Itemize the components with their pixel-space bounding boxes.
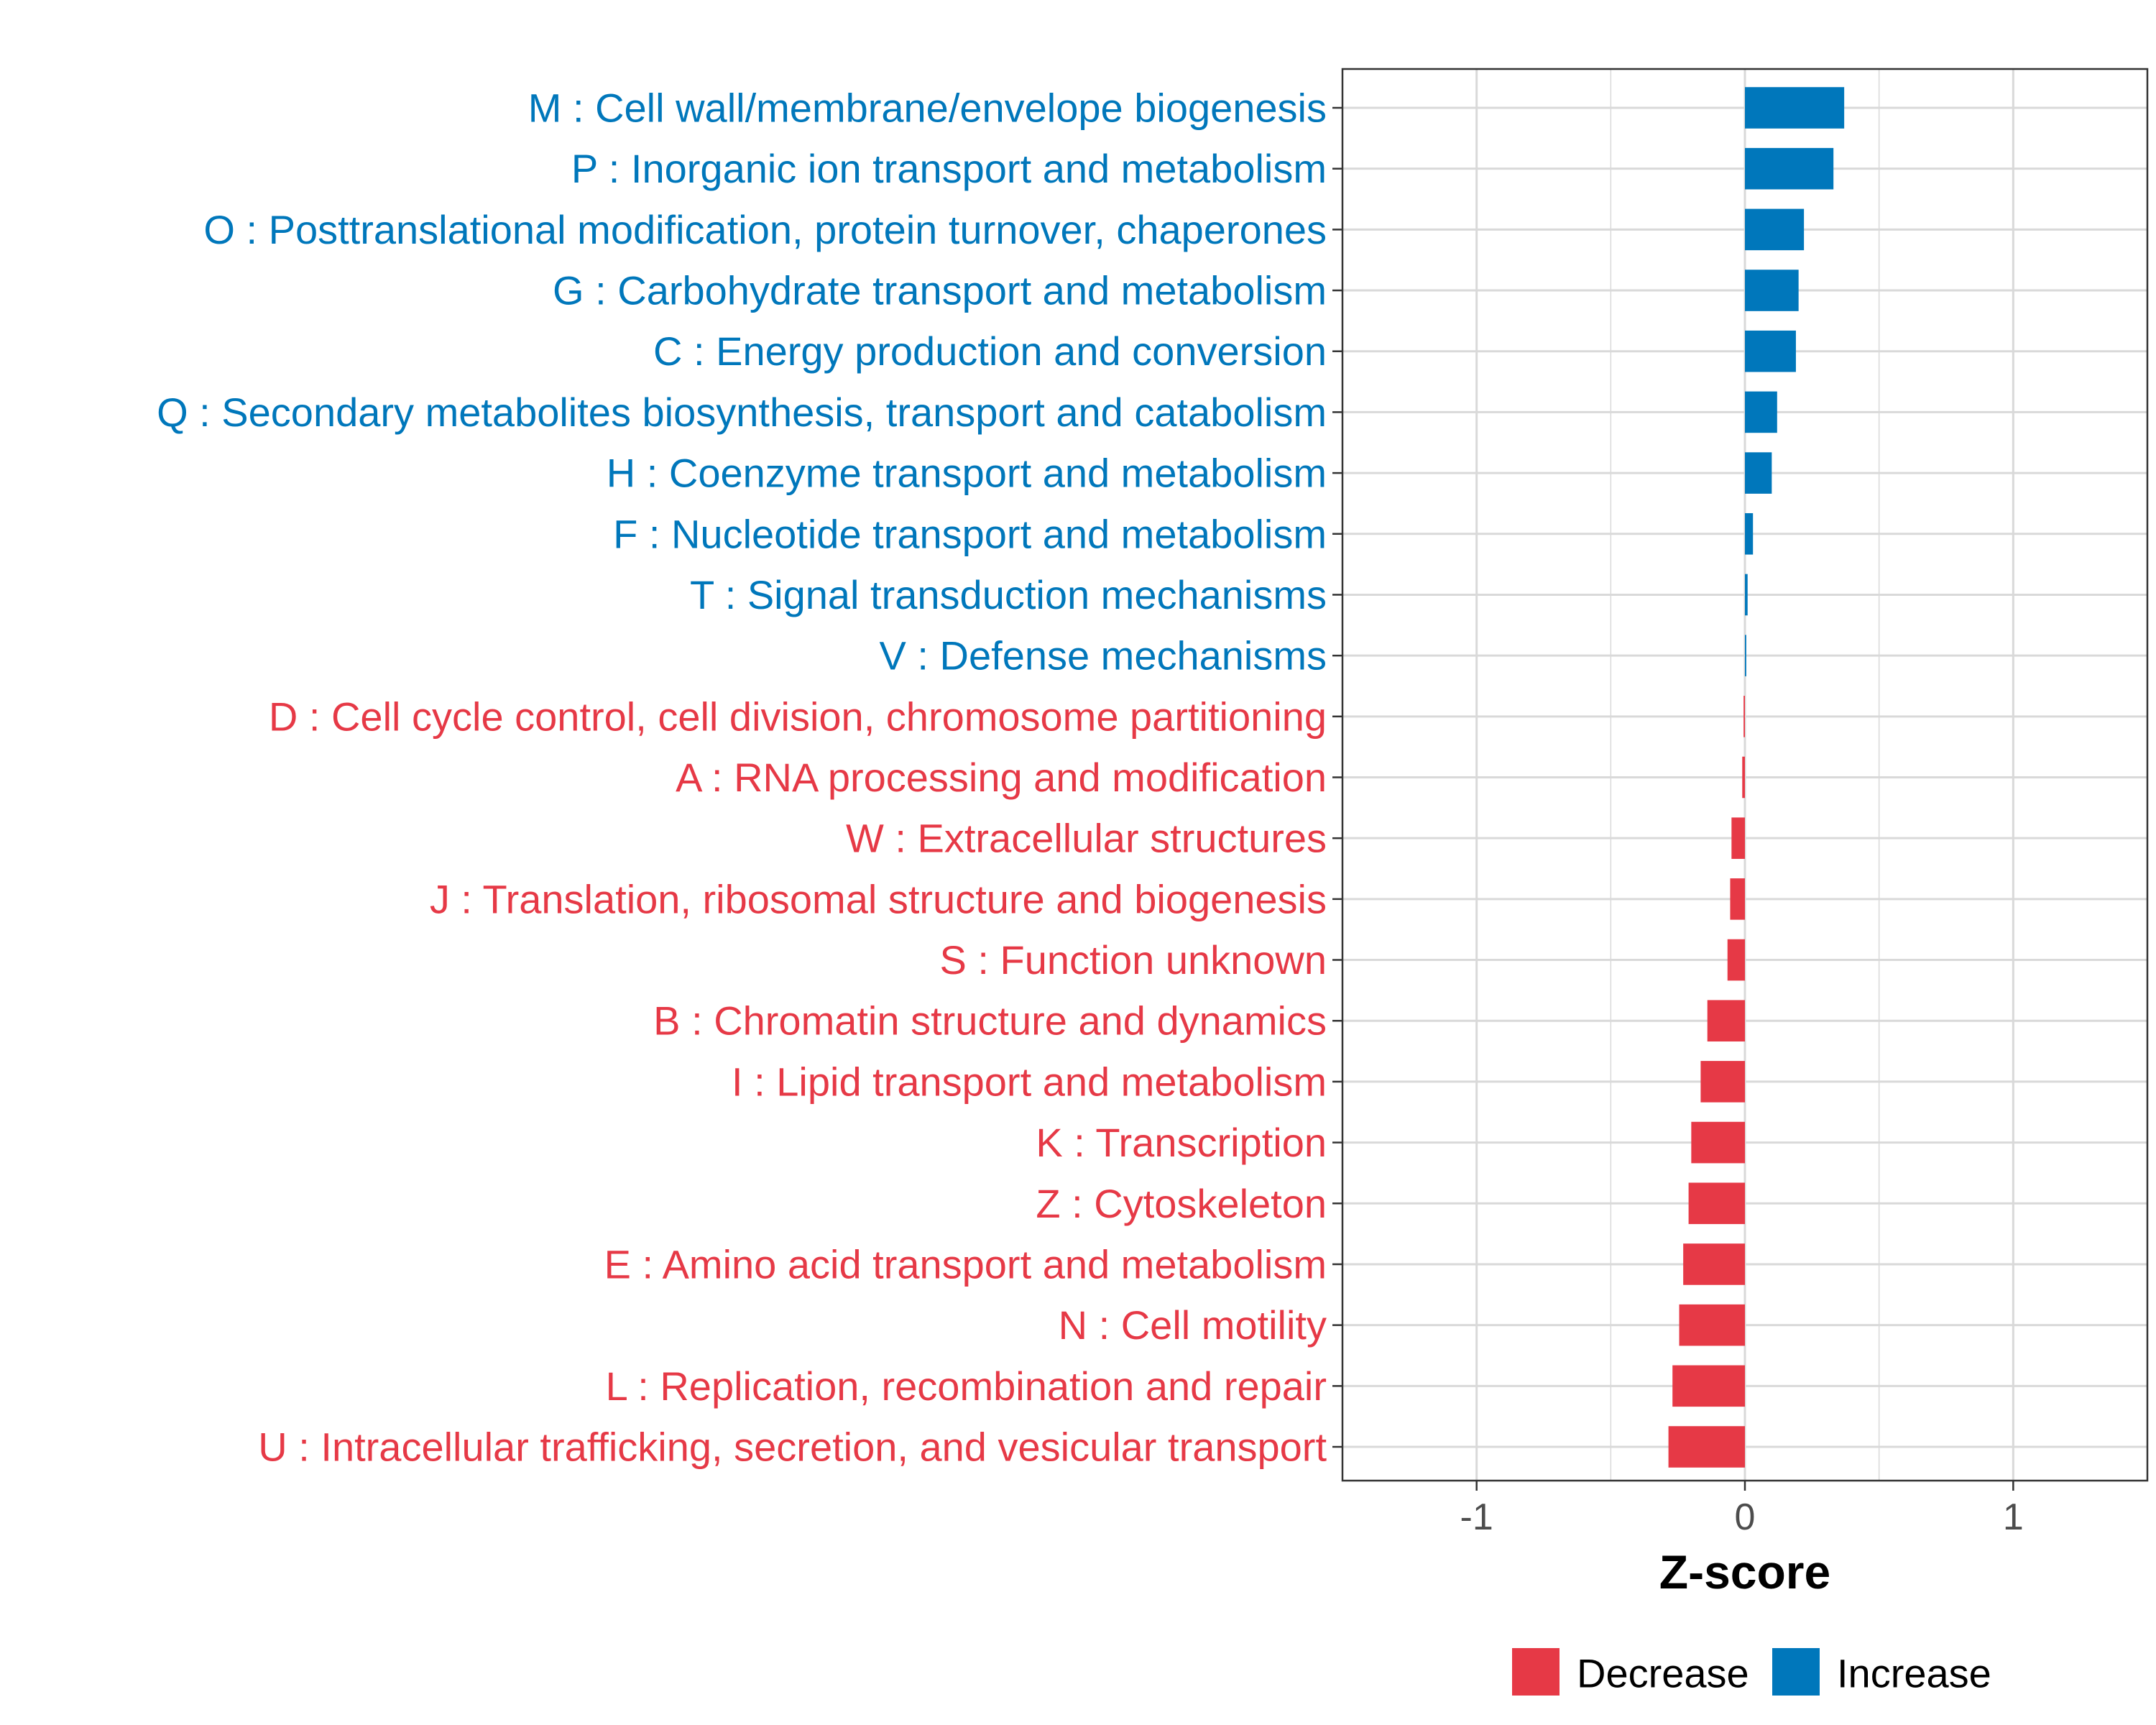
legend: Decrease Increase <box>1512 1648 1991 1696</box>
category-label: S : Function unknown <box>939 937 1327 983</box>
category-label: N : Cell motility <box>1059 1302 1327 1348</box>
y-axis-labels: M : Cell wall/membrane/envelope biogenes… <box>157 86 1327 1470</box>
legend-label-decrease: Decrease <box>1577 1651 1749 1696</box>
bar <box>1730 878 1745 920</box>
bar <box>1700 1061 1745 1103</box>
bar <box>1688 1182 1745 1225</box>
bar <box>1745 208 1805 251</box>
bar <box>1742 756 1745 799</box>
category-label: L : Replication, recombination and repai… <box>606 1363 1327 1409</box>
x-axis: -1 0 1 <box>1460 1481 2024 1538</box>
bar <box>1745 330 1796 372</box>
bar <box>1745 87 1845 129</box>
bar <box>1691 1121 1745 1164</box>
category-label: B : Chromatin structure and dynamics <box>653 998 1327 1044</box>
legend-swatch-increase <box>1772 1648 1820 1696</box>
bar <box>1727 939 1745 981</box>
category-label: C : Energy production and conversion <box>653 328 1327 374</box>
bar <box>1745 270 1799 311</box>
category-label: U : Intracellular trafficking, secretion… <box>258 1425 1327 1470</box>
bar <box>1731 817 1745 859</box>
category-label: W : Extracellular structures <box>846 816 1327 861</box>
bar <box>1743 696 1745 737</box>
bar <box>1745 452 1772 494</box>
x-tick-label: 0 <box>1735 1496 1756 1538</box>
bar <box>1745 635 1746 676</box>
category-label: H : Coenzyme transport and metabolism <box>607 451 1327 496</box>
category-label: A : RNA processing and modification <box>676 755 1327 800</box>
category-label: J : Translation, ribosomal structure and… <box>430 876 1327 921</box>
y-axis-ticks <box>1332 106 1342 1448</box>
bar <box>1745 391 1777 433</box>
category-label: E : Amino acid transport and metabolism <box>604 1241 1327 1287</box>
category-label: P : Inorganic ion transport and metaboli… <box>571 146 1327 191</box>
bar <box>1745 147 1834 190</box>
x-tick-label: -1 <box>1460 1496 1493 1538</box>
category-label: V : Defense mechanisms <box>880 633 1327 678</box>
category-label: I : Lipid transport and metabolism <box>732 1059 1327 1104</box>
legend-label-increase: Increase <box>1837 1651 1991 1696</box>
category-label: T : Signal transduction mechanisms <box>690 572 1327 617</box>
bar-layer <box>1668 87 1845 1468</box>
x-tick-label: 1 <box>2003 1496 2024 1538</box>
bar <box>1707 1000 1745 1042</box>
bar <box>1745 574 1748 616</box>
bar <box>1668 1426 1745 1468</box>
category-label: M : Cell wall/membrane/envelope biogenes… <box>528 86 1327 131</box>
category-label: F : Nucleotide transport and metabolism <box>613 511 1327 556</box>
bar <box>1683 1243 1745 1285</box>
bar <box>1745 512 1754 555</box>
legend-swatch-decrease <box>1512 1648 1560 1696</box>
category-label: K : Transcription <box>1036 1120 1327 1165</box>
category-label: O : Posttranslational modification, prot… <box>203 207 1327 252</box>
category-label: G : Carbohydrate transport and metabolis… <box>553 268 1327 313</box>
bar <box>1672 1365 1745 1407</box>
category-label: D : Cell cycle control, cell division, c… <box>269 694 1327 739</box>
bar <box>1679 1304 1745 1346</box>
category-label: Z : Cytoskeleton <box>1036 1181 1327 1226</box>
x-axis-title: Z-score <box>1659 1545 1830 1598</box>
category-label: Q : Secondary metabolites biosynthesis, … <box>157 390 1327 435</box>
